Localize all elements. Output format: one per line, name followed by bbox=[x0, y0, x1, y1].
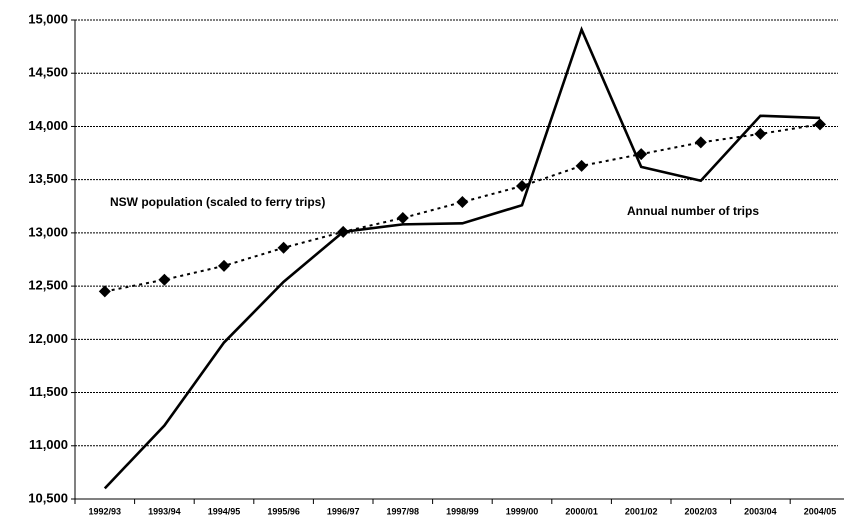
x-tick-label: 2002/03 bbox=[685, 506, 718, 516]
y-tick-label: 15,000 bbox=[28, 11, 68, 26]
diamond-marker bbox=[694, 136, 707, 149]
y-tick-label: 11,500 bbox=[29, 384, 68, 399]
x-tick-label: 1998/99 bbox=[446, 506, 479, 516]
y-tick-label: 13,000 bbox=[28, 224, 68, 239]
x-tick-label: 2004/05 bbox=[804, 506, 837, 516]
x-tick-label: 1993/94 bbox=[148, 506, 181, 516]
y-tick-label: 10,500 bbox=[28, 490, 68, 505]
diamond-marker bbox=[456, 196, 469, 209]
x-tick-label: 1994/95 bbox=[208, 506, 241, 516]
y-tick-label: 12,500 bbox=[28, 278, 68, 293]
diamond-marker bbox=[337, 225, 350, 238]
x-tick-label: 1999/00 bbox=[506, 506, 539, 516]
x-tick-label: 2000/01 bbox=[565, 506, 598, 516]
diamond-marker bbox=[635, 148, 648, 161]
y-tick-label: 14,500 bbox=[28, 65, 68, 80]
diamond-marker bbox=[814, 118, 826, 131]
diamond-marker bbox=[158, 273, 171, 286]
x-tick-label: 1997/98 bbox=[387, 506, 420, 516]
diamond-marker bbox=[277, 241, 290, 254]
x-tick-label: 2001/02 bbox=[625, 506, 658, 516]
x-tick-label: 1992/93 bbox=[89, 506, 122, 516]
diamond-marker bbox=[575, 159, 588, 172]
y-tick-label: 12,000 bbox=[28, 331, 68, 346]
diamond-marker bbox=[396, 211, 409, 224]
series-label: Annual number of trips bbox=[627, 204, 759, 218]
y-tick-label: 11,000 bbox=[29, 437, 68, 452]
x-tick-label: 2003/04 bbox=[744, 506, 777, 516]
diamond-marker bbox=[98, 285, 111, 298]
diamond-marker bbox=[754, 127, 767, 140]
y-tick-label: 13,500 bbox=[28, 171, 68, 186]
diamond-marker bbox=[218, 259, 230, 272]
series-line bbox=[103, 25, 821, 490]
series-label: NSW population (scaled to ferry trips) bbox=[110, 195, 325, 209]
y-tick-label: 14,000 bbox=[28, 118, 68, 133]
diamond-marker bbox=[516, 180, 528, 193]
x-tick-label: 1995/96 bbox=[267, 506, 300, 516]
x-tick-label: 1996/97 bbox=[327, 506, 360, 516]
